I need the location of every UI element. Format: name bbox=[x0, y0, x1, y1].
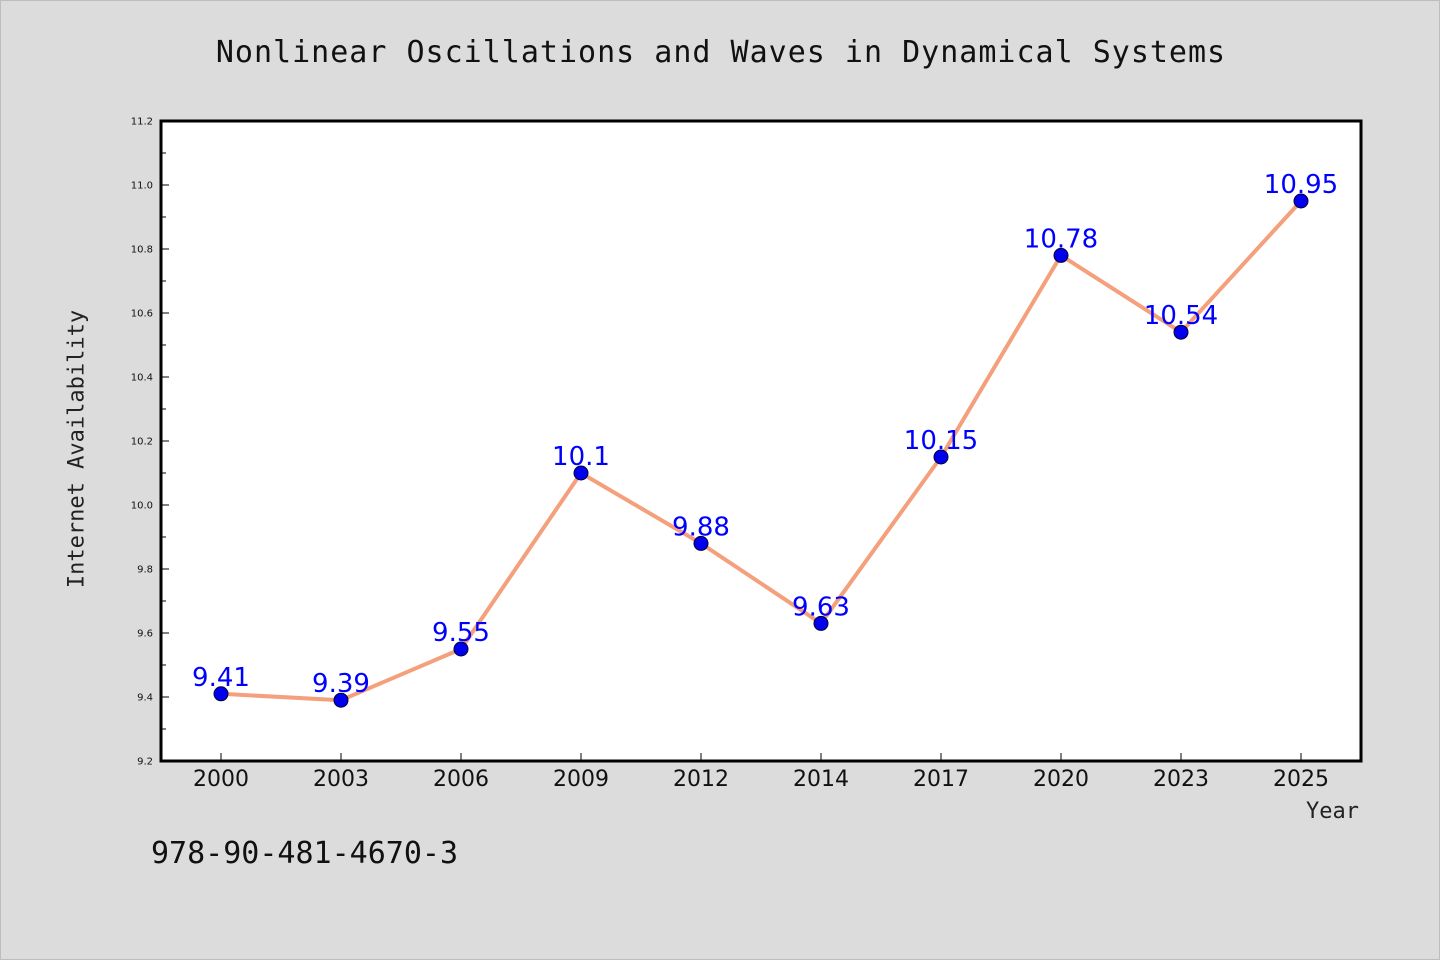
x-tick-label: 2009 bbox=[553, 767, 609, 792]
y-tick-label: 10.2 bbox=[131, 437, 153, 448]
x-tick-label: 2023 bbox=[1153, 767, 1209, 792]
data-label: 10.1 bbox=[552, 442, 610, 472]
y-tick-label: 9.4 bbox=[137, 693, 153, 704]
x-tick-label: 2014 bbox=[793, 767, 849, 792]
data-point bbox=[1293, 193, 1309, 209]
data-point bbox=[1053, 247, 1069, 263]
x-tick-label: 2000 bbox=[193, 767, 249, 792]
y-tick-label: 9.6 bbox=[137, 629, 153, 640]
y-tick-label: 9.8 bbox=[137, 565, 153, 576]
data-point bbox=[933, 449, 949, 465]
x-tick-label: 2020 bbox=[1033, 767, 1089, 792]
data-point bbox=[213, 686, 229, 702]
data-label: 10.95 bbox=[1264, 170, 1338, 200]
y-tick-label: 11.0 bbox=[131, 181, 153, 192]
y-tick-label: 10.8 bbox=[131, 245, 153, 256]
y-tick-label: 11.2 bbox=[131, 117, 153, 128]
data-point bbox=[333, 692, 349, 708]
y-tick-label: 10.4 bbox=[131, 373, 153, 384]
data-point bbox=[453, 641, 469, 657]
x-tick-label: 2006 bbox=[433, 767, 489, 792]
data-label: 9.55 bbox=[432, 618, 490, 648]
x-tick-label: 2012 bbox=[673, 767, 729, 792]
series-line bbox=[219, 199, 1303, 703]
data-point bbox=[693, 535, 709, 551]
data-label: 9.63 bbox=[792, 592, 850, 622]
x-tick-label: 2017 bbox=[913, 767, 969, 792]
plot-area bbox=[159, 119, 1363, 763]
data-label: 9.41 bbox=[192, 663, 250, 693]
y-tick-label: 10.0 bbox=[131, 501, 153, 512]
footer-code: 978-90-481-4670-3 bbox=[151, 836, 459, 871]
data-label: 9.39 bbox=[312, 669, 370, 699]
x-tick-label: 2003 bbox=[313, 767, 369, 792]
chart-title: Nonlinear Oscillations and Waves in Dyna… bbox=[215, 35, 1227, 70]
x-axis-label: Year bbox=[1306, 799, 1359, 824]
data-label: 10.54 bbox=[1144, 301, 1218, 331]
x-tick-label: 2025 bbox=[1273, 767, 1329, 792]
y-tick-label: 10.6 bbox=[131, 309, 153, 320]
y-axis-label: Internet Availability bbox=[64, 309, 90, 589]
data-point bbox=[1173, 324, 1189, 340]
data-label: 9.88 bbox=[672, 512, 730, 542]
data-label: 10.15 bbox=[904, 426, 978, 456]
data-point bbox=[813, 615, 829, 631]
y-tick-label: 9.2 bbox=[137, 757, 153, 768]
data-point bbox=[573, 465, 589, 481]
data-label: 10.78 bbox=[1024, 224, 1098, 254]
